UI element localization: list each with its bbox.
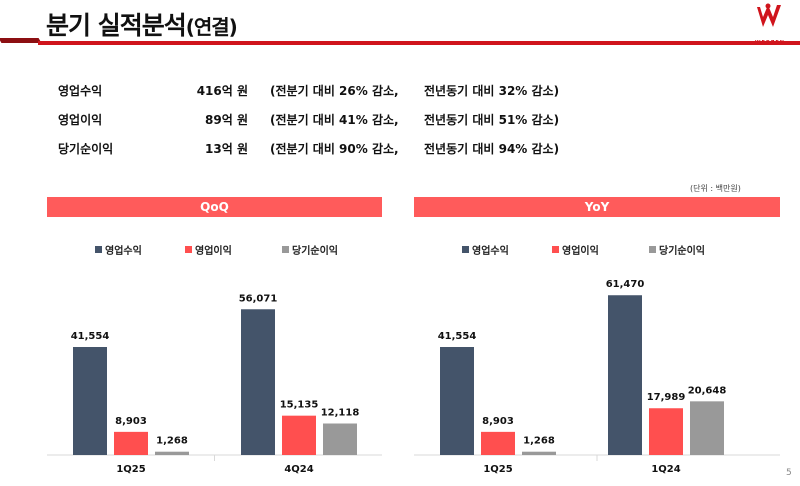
legend-label: 당기순이익 <box>659 244 705 257</box>
legend-swatch <box>462 246 469 253</box>
legend-swatch <box>185 246 192 253</box>
bar <box>608 295 642 455</box>
bar <box>114 431 148 455</box>
summary-qoq: (전분기 대비 41% 감소, <box>270 113 399 127</box>
legend-swatch <box>282 246 289 253</box>
legend-label: 영업수익 <box>472 244 509 257</box>
data-label: 12,118 <box>321 408 360 419</box>
legend-label: 당기순이익 <box>292 244 338 257</box>
logo-text: WEBZEN <box>755 40 785 46</box>
data-label: 1,268 <box>523 436 555 447</box>
data-label: 41,554 <box>438 331 477 342</box>
summary-label: 영업이익 <box>58 113 103 127</box>
summary-value: 13억 원 <box>205 142 248 156</box>
summary-qoq: (전분기 대비 90% 감소, <box>270 142 399 156</box>
page-title: 분기 실적분석(연결) <box>46 6 238 42</box>
unit-note: (단위 : 백만원) <box>690 184 741 193</box>
data-label: 17,989 <box>647 392 686 403</box>
summary-qoq: (전분기 대비 26% 감소, <box>270 84 399 98</box>
qoq-header: QoQ <box>47 197 382 217</box>
category-label: 1Q25 <box>116 464 145 475</box>
bar <box>690 401 724 455</box>
data-label: 15,135 <box>280 400 319 411</box>
page-title-suffix: (연결) <box>185 15 238 39</box>
page-number: 5 <box>786 468 792 478</box>
data-label: 20,648 <box>688 385 727 396</box>
page-title-text: 분기 실적분석 <box>46 11 187 40</box>
data-label: 1,268 <box>156 436 188 447</box>
bar <box>649 408 683 455</box>
data-label: 56,071 <box>239 293 278 304</box>
webzen-logo-icon <box>757 3 781 27</box>
category-label: 4Q24 <box>284 464 313 475</box>
bar <box>241 309 275 455</box>
summary-label: 당기순이익 <box>58 142 114 156</box>
legend-swatch <box>95 246 102 253</box>
bar <box>440 347 474 455</box>
summary-yoy: 전년동기 대비 32% 감소) <box>424 84 560 98</box>
yoy-header: YoY <box>414 197 780 217</box>
bar <box>155 451 189 455</box>
legend-label: 영업수익 <box>105 244 142 257</box>
title-underline <box>38 41 800 45</box>
legend-label: 영업이익 <box>562 244 599 257</box>
bar <box>323 423 357 455</box>
summary-yoy: 전년동기 대비 51% 감소) <box>424 113 560 127</box>
bar <box>282 415 316 455</box>
data-label: 41,554 <box>71 331 110 342</box>
summary-value: 416억 원 <box>196 84 248 98</box>
category-label: 1Q24 <box>651 464 680 475</box>
legend-swatch <box>649 246 656 253</box>
bar <box>522 451 556 455</box>
data-label: 61,470 <box>606 279 645 290</box>
data-label: 8,903 <box>482 416 514 427</box>
summary-value: 89억 원 <box>205 113 248 127</box>
summary-yoy: 전년동기 대비 94% 감소) <box>424 142 560 156</box>
webzen-logo: WEBZEN <box>748 3 792 46</box>
bar <box>481 431 515 455</box>
summary-label: 영업수익 <box>58 84 103 98</box>
bar <box>73 347 107 455</box>
data-label: 8,903 <box>115 416 147 427</box>
category-label: 1Q25 <box>483 464 512 475</box>
legend-swatch <box>552 246 559 253</box>
legend-label: 영업이익 <box>195 244 232 257</box>
